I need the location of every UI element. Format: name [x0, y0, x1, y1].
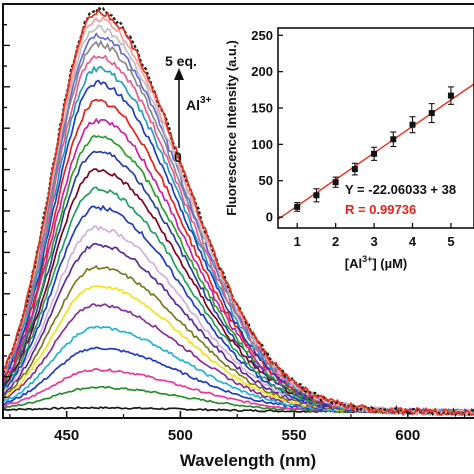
inset-background: [278, 28, 474, 228]
inset-y-tick-label: 150: [251, 101, 273, 116]
calibration-point-1: [313, 188, 320, 203]
emission-spectra-plot: 450 500 550 600 Wavelength (nm): [1, 3, 474, 470]
inset-x-tick-label: 4: [409, 234, 417, 249]
calibration-point-4: [371, 146, 378, 161]
titration-annotation: 5 eq. Al3+ 0: [165, 53, 212, 165]
inset-frame: [277, 27, 474, 229]
inset-x-tick-label: 5: [447, 234, 454, 249]
data-marker: [447, 92, 454, 99]
inset-y-ticks: 0 50 100 150 200 250: [251, 28, 283, 225]
calibration-points: [294, 86, 454, 212]
x-tick-label: 500: [168, 427, 193, 444]
calibration-inset: 1 2 3 4 5 0 50 100 150 200 250 Y = -22.06033 + 38…: [224, 27, 474, 271]
ion-label: Al3+: [186, 95, 212, 113]
fit-equation: Y = -22.06033 + 38: [345, 182, 456, 197]
inset-xlabel-main: [Al: [345, 256, 362, 271]
arrow-head-icon: [174, 68, 184, 80]
inset-y-tick-label: 50: [259, 173, 273, 188]
inset-y-axis-title: Fluorescence Intensity (a.u.): [224, 40, 239, 216]
inset-x-tick-label: 3: [370, 234, 377, 249]
calibration-point-7: [428, 103, 435, 124]
spectra-curves: [1, 5, 474, 418]
calibration-point-6: [409, 116, 416, 134]
data-marker: [294, 203, 301, 210]
inset-x-tick-label: 2: [332, 234, 339, 249]
calibration-point-5: [390, 131, 397, 148]
x-tick-label: 550: [282, 427, 307, 444]
ion-symbol: Al: [186, 97, 200, 113]
spectrum-curve-25: [2, 8, 474, 417]
y-axis-ticks: [3, 24, 10, 398]
calibration-point-8: [447, 86, 454, 105]
top-equivalent-label: 5 eq.: [165, 53, 197, 69]
bottom-equivalent-label: 0: [174, 149, 182, 165]
data-marker: [428, 110, 435, 117]
calibration-point-2: [332, 176, 339, 188]
data-marker: [409, 121, 416, 128]
x-tick-label: 450: [54, 427, 79, 444]
data-marker: [332, 179, 339, 186]
inset-y-tick-label: 200: [251, 64, 273, 79]
data-marker: [371, 150, 378, 157]
inset-y-tick-label: 100: [251, 137, 273, 152]
calibration-point-0: [294, 201, 301, 212]
x-axis-title: Wavelength (nm): [180, 451, 316, 470]
data-marker: [351, 166, 358, 173]
ion-charge: 3+: [200, 95, 212, 106]
r-value: R = 0.99736: [345, 202, 416, 217]
inset-x-ticks: 1 2 3 4 5: [294, 223, 455, 249]
data-marker: [313, 192, 320, 199]
inset-y-tick-label: 250: [251, 28, 273, 43]
x-axis-ticks: 450 500 550 600: [9, 411, 466, 444]
inset-x-axis-title: [Al3+] (µM): [345, 254, 408, 271]
calibration-point-3: [351, 162, 358, 176]
data-marker: [390, 136, 397, 143]
x-tick-label: 600: [395, 427, 420, 444]
inset-xlabel-sup: 3+: [362, 254, 372, 264]
inset-x-tick-label: 1: [294, 234, 301, 249]
inset-y-tick-label: 0: [266, 210, 273, 225]
inset-xlabel-tail: ] (µM): [372, 256, 407, 271]
